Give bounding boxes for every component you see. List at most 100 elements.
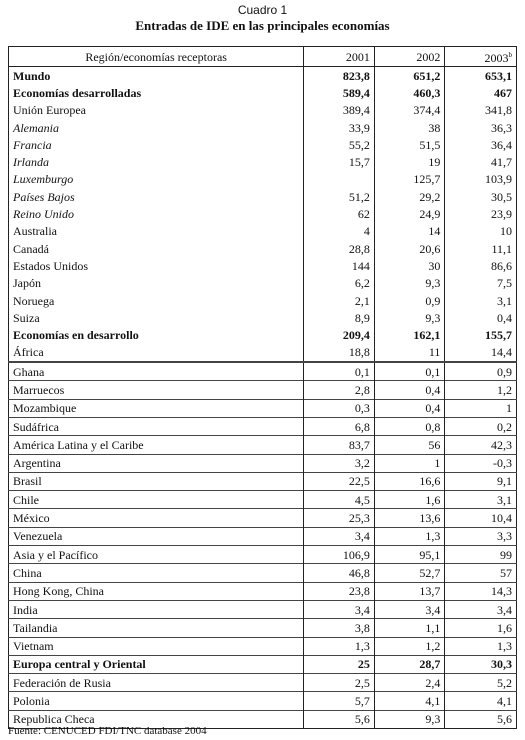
table-row: Irlanda 15,7 19 41,7 [9, 153, 517, 171]
value-cell: 57 [444, 563, 517, 583]
value-cell: 55,2 [303, 136, 375, 154]
row-label: Economías en desarrollo [13, 328, 139, 343]
value-cell: 467 [444, 84, 517, 102]
value-cell: 62 [303, 205, 375, 223]
value-cell: 2,1 [303, 291, 375, 310]
value-cell: 3,4 [373, 599, 445, 619]
value-cell: 25,3 [303, 508, 375, 528]
value-cell: 5,7 [303, 691, 375, 711]
value-cell: 125,7 [373, 170, 445, 189]
row-label: Economías desarrolladas [13, 85, 142, 100]
value-cell: 10 [444, 222, 517, 240]
value-cell: 1,3 [444, 636, 517, 656]
row-label: Marruecos [8, 380, 304, 400]
value-cell: 2,8 [303, 380, 375, 400]
row-label: América Latina y el Caribe [8, 435, 304, 455]
column-header-text: 2003 [484, 51, 509, 65]
table-row: Argentina 3,2 1 -0,3 [8, 453, 517, 473]
source-note: Fuente: CENUCED FDI/TNC database 2004 [8, 725, 207, 737]
value-cell: 3,1 [444, 490, 517, 509]
value-cell: 2,5 [303, 673, 375, 692]
value-cell: 23,8 [303, 581, 375, 601]
table-row: Japón 6,2 9,3 7,5 [9, 274, 517, 292]
value-cell: 3,1 [444, 291, 517, 310]
table-row: Brasil 22,5 16,6 9,1 [8, 471, 517, 491]
value-cell: 22,5 [303, 471, 375, 491]
value-cell: 29,2 [373, 188, 445, 206]
table-row: Economías en desarrollo 209,4 162,1 155,7 [9, 326, 517, 344]
value-cell: 0,2 [444, 416, 517, 436]
value-cell: 4,1 [373, 691, 445, 711]
value-cell: 209,4 [303, 326, 375, 344]
value-cell: 374,4 [373, 101, 445, 119]
value-cell: 24,9 [373, 205, 445, 223]
value-cell: 4,5 [303, 490, 375, 509]
value-cell: 9,3 [373, 309, 445, 327]
row-label: Irlanda [13, 155, 49, 170]
row-label: Vietnam [8, 636, 304, 656]
row-label: Republica Checa [8, 709, 304, 729]
value-cell: 9,3 [373, 709, 445, 729]
row-label: Brasil [8, 471, 304, 491]
column-header: 2001 [303, 46, 375, 67]
value-cell: 23,9 [444, 205, 517, 223]
value-cell: 14,3 [444, 581, 517, 601]
value-cell: 51,2 [303, 188, 375, 206]
table-body: Mundo 823,8 651,2 653,1 Economías desarrolla… [8, 66, 517, 729]
table-row: Venezuela 3,4 1,3 3,3 [8, 526, 517, 546]
value-cell: 11 [373, 343, 445, 363]
row-label: Ghana [8, 361, 304, 381]
value-cell: 3,8 [303, 618, 375, 637]
row-label: Venezuela [8, 526, 304, 546]
value-cell: 0,1 [303, 361, 375, 381]
row-label: Francia [13, 137, 52, 152]
table-row: Economías desarrolladas 589,4 460,3 467 [9, 84, 517, 102]
table-row: Chile 4,5 1,6 3,1 [8, 490, 517, 509]
value-cell: 0,4 [373, 398, 445, 418]
row-label: México [8, 508, 304, 528]
value-cell: 99 [444, 545, 517, 564]
table-row: Marruecos 2,8 0,4 1,2 [8, 380, 517, 400]
value-cell: 1 [373, 453, 445, 473]
value-cell: 25 [303, 654, 375, 674]
table-row: Polonia 5,7 4,1 4,1 [8, 691, 517, 711]
value-cell: 13,7 [373, 581, 445, 601]
row-label: Noruega [13, 293, 55, 308]
row-label: Polonia [8, 691, 304, 711]
value-cell: 460,3 [373, 84, 445, 102]
row-label: Sudáfrica [8, 416, 304, 436]
row-label: Chile [8, 490, 304, 509]
table-row: Sudáfrica 6,8 0,8 0,2 [8, 416, 517, 436]
table-row: Mundo 823,8 651,2 653,1 [9, 66, 517, 85]
value-cell: 19 [373, 153, 445, 171]
header-row: Región/economías receptoras 2001 2002 2003b [8, 46, 517, 67]
row-label: Luxemburgo [13, 172, 74, 187]
table-row: Alemania 33,9 38 36,3 [9, 118, 517, 137]
table-row: Reino Unido 62 24,9 23,9 [9, 205, 517, 223]
value-cell: 7,5 [444, 274, 517, 292]
column-header: 2003b [444, 46, 517, 67]
table-row: Canadá 28,8 20,6 11,1 [9, 239, 517, 258]
row-label: Alemania [13, 120, 59, 135]
table-row: Países Bajos 51,2 29,2 30,5 [9, 188, 517, 206]
column-note: b [508, 51, 513, 59]
value-cell: 14 [373, 222, 445, 240]
value-cell: 4 [303, 222, 375, 240]
value-cell: 1,6 [444, 618, 517, 637]
value-cell: 653,1 [444, 66, 517, 85]
table-row: Hong Kong, China 23,8 13,7 14,3 [8, 581, 517, 601]
column-header-text: 2002 [416, 49, 441, 64]
value-cell: 10,4 [444, 508, 517, 528]
column-header: 2002 [373, 46, 445, 67]
row-label: Tailandia [8, 618, 304, 637]
table-row: Australia 4 14 10 [9, 222, 517, 240]
table-row: Noruega 2,1 0,9 3,1 [9, 291, 517, 310]
table-row: Estados Unidos 144 30 86,6 [9, 257, 517, 275]
value-cell: 95,1 [373, 545, 445, 564]
table-row: Asia y el Pacífico 106,9 95,1 99 [8, 545, 517, 564]
value-cell: 0,9 [444, 361, 517, 381]
table-row: Luxemburgo 125,7 103,9 [9, 170, 517, 189]
value-cell: 18,8 [303, 343, 375, 363]
value-cell: 8,9 [303, 309, 375, 327]
